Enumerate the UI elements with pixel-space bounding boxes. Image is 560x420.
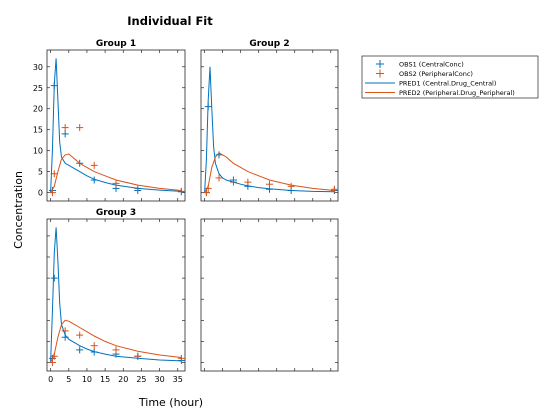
- obs1-marker: [76, 346, 84, 354]
- y-tick-label: 25: [33, 84, 43, 93]
- subplot-3: Group 3 0 5 10 15 20 25 30 35: [46, 208, 186, 384]
- obs2-marker: [244, 178, 252, 186]
- x-tick-label: 15: [100, 375, 110, 384]
- obs2-marker: [61, 327, 69, 335]
- subplot-title: Group 3: [96, 208, 136, 218]
- pred1-line: [50, 227, 182, 363]
- x-tick-label: 30: [154, 375, 164, 384]
- legend-entry-3: PRED1 (Central.Drug_Central): [365, 80, 496, 88]
- axes-box: [46, 49, 186, 202]
- legend-entry-1: OBS1 (CentralConc): [376, 60, 464, 69]
- x-axis-label: Time (hour): [138, 396, 203, 409]
- pred2-line: [50, 153, 182, 193]
- x-tick-label: 20: [118, 375, 128, 384]
- y-axis-label: Concentration: [12, 171, 25, 249]
- legend-label: OBS2 (PeripheralConc): [399, 70, 473, 78]
- legend: OBS1 (CentralConc)OBS2 (PeripheralConc) P…: [361, 55, 539, 99]
- obs2-marker: [90, 161, 98, 169]
- obs2-marker: [215, 174, 223, 182]
- obs2-marker: [112, 346, 120, 354]
- obs2-marker: [266, 180, 273, 188]
- legend-label: PRED1 (Central.Drug_Central): [399, 80, 496, 88]
- obs1-marker: [50, 274, 58, 282]
- subplot-4: [200, 218, 339, 372]
- subplot-1: Group 1 0 5 10 15 20 25 30: [33, 39, 186, 202]
- subplot-grid: Group 1 0 5 10 15 20 25 30 Group 2 Group 3 0 5 10 15 2…: [33, 39, 339, 384]
- pred2-line: [50, 319, 182, 363]
- obs2-marker: [90, 342, 98, 350]
- y-tick-label: 5: [38, 168, 43, 177]
- axes-box: [200, 218, 339, 372]
- y-tick-label: 20: [33, 105, 43, 114]
- obs2-marker: [76, 331, 84, 339]
- legend-box: [361, 55, 539, 99]
- x-tick-label: 10: [82, 375, 92, 384]
- legend-entry-4: PRED2 (Peripheral.Drug_Peripheral): [365, 89, 515, 97]
- y-tick-label: 30: [33, 63, 43, 72]
- x-tick-label: 5: [66, 375, 71, 384]
- subplot-2: Group 2: [200, 39, 339, 202]
- pred1-line: [204, 66, 335, 193]
- subplot-title: Group 1: [96, 39, 136, 49]
- y-tick-label: 0: [38, 189, 43, 198]
- y-tick-label: 10: [33, 147, 43, 156]
- pred2-line: [204, 152, 335, 193]
- pred1-line: [50, 58, 182, 193]
- legend-label: OBS1 (CentralConc): [399, 61, 464, 69]
- legend-label: PRED2 (Peripheral.Drug_Peripheral): [399, 89, 515, 97]
- x-tick-label: 25: [136, 375, 146, 384]
- y-tick-label: 15: [33, 126, 43, 135]
- obs2-marker: [76, 124, 84, 132]
- axes-box: [200, 49, 339, 202]
- obs2-marker: [287, 182, 295, 190]
- x-tick-label: 35: [173, 375, 183, 384]
- obs2-marker: [50, 170, 58, 178]
- figure-title: Individual Fit: [127, 14, 213, 28]
- obs2-marker: [61, 124, 69, 132]
- legend-entry-2: OBS2 (PeripheralConc): [376, 69, 473, 78]
- subplot-title: Group 2: [249, 39, 289, 49]
- x-tick-label: 0: [48, 375, 53, 384]
- obs2-marker: [112, 179, 120, 187]
- obs1-marker: [61, 130, 69, 138]
